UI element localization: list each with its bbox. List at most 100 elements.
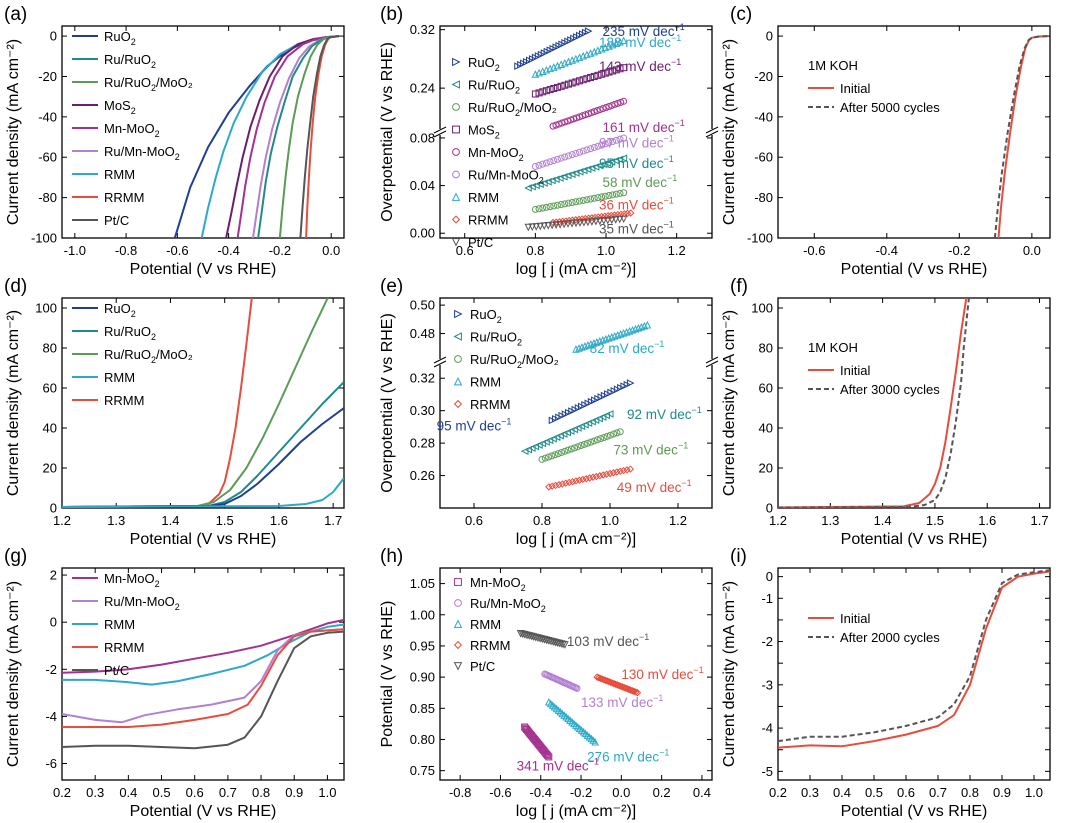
y-tick-label: 40 — [759, 421, 773, 436]
marker — [553, 155, 561, 163]
legend-label: Ru/RuO2 — [104, 52, 156, 70]
marker — [561, 641, 569, 649]
y-tick-label: 0.00 — [410, 226, 435, 241]
marker — [594, 71, 602, 79]
y-tick-label: -5 — [761, 764, 773, 779]
y-tick-label: 20 — [43, 461, 57, 476]
legend-item: RuO2 — [72, 29, 136, 47]
x-tick-label: -0.2 — [948, 243, 970, 258]
marker — [602, 104, 610, 112]
marker — [552, 221, 560, 229]
marker — [611, 100, 619, 108]
marker — [564, 446, 572, 454]
series-line-ruo2 — [62, 407, 344, 508]
x-tick-label: 1.6 — [270, 513, 288, 528]
legend-label-main: Pt/C — [104, 663, 129, 678]
slope-label: 341 mV dec−1 — [517, 757, 599, 774]
plot-frame — [439, 297, 713, 509]
legend-label-main: RMM — [470, 617, 501, 632]
marker — [607, 216, 616, 225]
marker — [562, 479, 570, 487]
legend-item: RMM — [72, 167, 135, 182]
legend-item: MoS2 — [452, 123, 500, 141]
x-tick-label: 0.8 — [961, 785, 979, 800]
slope-label-text: 95 mV dec — [599, 156, 664, 171]
legend-label-sub: 2 — [151, 355, 156, 365]
marker — [596, 217, 604, 226]
legend-item: RuO2 — [452, 55, 500, 73]
marker — [600, 217, 608, 225]
marker — [604, 212, 612, 220]
legend-label-main: Ru/RuO — [104, 324, 151, 339]
y-tick-label: -60 — [38, 150, 57, 165]
slope-label: 103 mV dec−1 — [567, 632, 649, 649]
marker — [572, 477, 580, 485]
x-tick-label: 1.2 — [53, 513, 71, 528]
marker — [545, 453, 553, 461]
y-axis-label-text: Current density (mA cm⁻²) — [5, 39, 22, 225]
marker — [555, 120, 563, 128]
panel-c: (c) -0.6 -0.4 -0.2 0.0 Potential (V vs RHE) 0 -… — [721, 4, 1051, 278]
legend-label: RMM — [104, 617, 135, 632]
slope-label-text: 143 mV dec — [599, 59, 671, 74]
marker — [545, 483, 553, 491]
marker — [584, 214, 593, 222]
marker — [548, 482, 556, 490]
slope-label-text: 341 mV dec — [517, 759, 589, 774]
x-tick-label: -0.2 — [269, 243, 291, 258]
slope-label: 235 mV dec−1 — [602, 22, 684, 39]
marker — [620, 210, 628, 218]
legend-item: Mn-MoO2 — [72, 571, 160, 589]
legend-label: Pt/C — [468, 235, 493, 250]
legend-item: Initial — [808, 611, 870, 626]
marker — [570, 115, 578, 123]
panel-g: (g) 0.2 0.3 0.4 0.5 0.6 0.7 0.8 0.9 1.0 Potential … — [4, 546, 345, 820]
series-line-after — [778, 569, 1050, 743]
marker — [578, 112, 586, 120]
marker — [599, 471, 607, 479]
x-tick-label: 1.5 — [216, 513, 234, 528]
panel-label: (d) — [4, 276, 27, 297]
y-tick-label: 0.32 — [410, 22, 435, 37]
x-tick-label: 0.7 — [929, 785, 947, 800]
annotation-text: 1M KOH — [808, 58, 858, 73]
marker — [579, 76, 587, 84]
x-tick-label: -1.0 — [64, 243, 86, 258]
series-line-ptc — [299, 35, 340, 238]
slope-label: 92 mV dec−1 — [627, 405, 702, 422]
slope-label-sup: −1 — [659, 747, 669, 757]
x-tick-label: 0.6 — [456, 243, 474, 258]
legend-label: Ru/Mn-MoO2 — [468, 168, 544, 186]
axis-break-mark — [705, 130, 719, 138]
slope-label: 95 mV dec−1 — [599, 154, 674, 171]
series-line-initial — [778, 570, 1050, 749]
legend-item: RRMM — [451, 213, 508, 228]
marker — [590, 72, 598, 80]
panel-label: (a) — [4, 4, 27, 25]
marker — [531, 205, 539, 213]
legend-label-main: RuO — [104, 301, 131, 316]
marker — [616, 189, 624, 197]
marker — [587, 145, 595, 153]
marker — [605, 139, 613, 147]
marker — [546, 203, 554, 211]
marker — [542, 87, 550, 95]
marker — [568, 216, 577, 224]
y-tick-label: 60 — [759, 381, 773, 396]
y-tick-label: 1.05 — [410, 576, 435, 591]
axis-break-mark — [705, 126, 719, 134]
y-axis-label: Current density (mA cm⁻²) — [721, 39, 738, 225]
marker — [579, 147, 587, 155]
legend-label-main: RuO — [470, 307, 497, 322]
x-tick-label: 0.8 — [533, 513, 551, 528]
legend-label-sub: 2 — [539, 176, 544, 186]
marker — [541, 454, 549, 462]
marker — [596, 472, 604, 480]
marker — [590, 194, 598, 202]
legend-label: Ru/RuO2/MoO₂ — [470, 352, 559, 370]
marker — [619, 466, 628, 475]
legend-label-main: RMM — [468, 190, 499, 205]
marker — [558, 448, 566, 456]
x-tick-label: 0.2 — [769, 785, 787, 800]
marker — [572, 78, 580, 86]
